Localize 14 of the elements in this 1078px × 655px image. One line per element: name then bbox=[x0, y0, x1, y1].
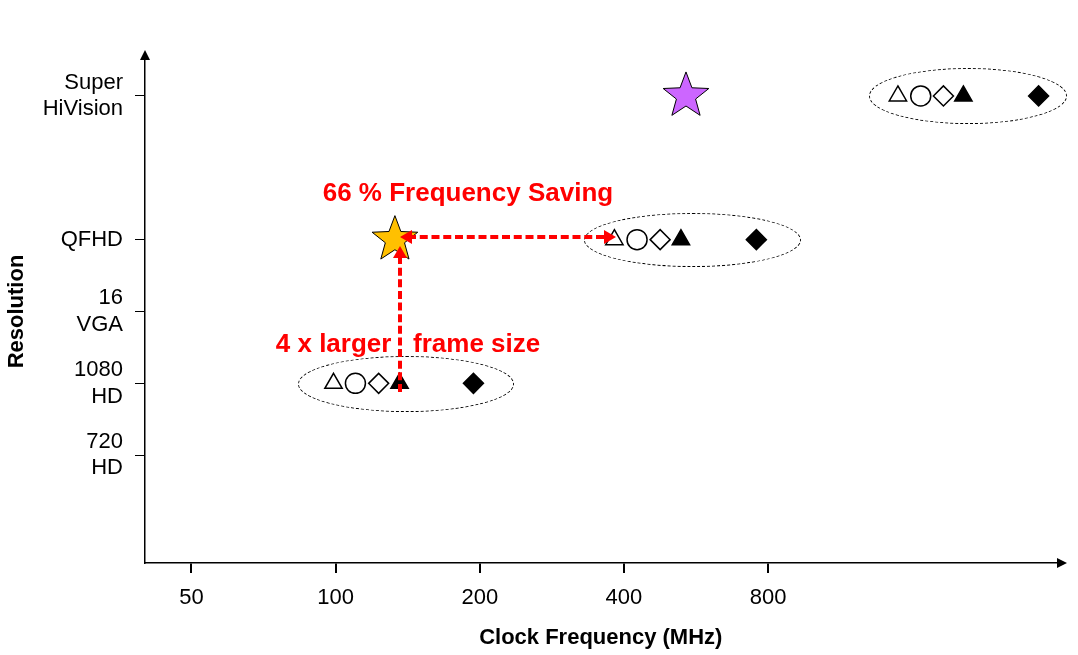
y-tick-label: 720 HD bbox=[86, 428, 123, 480]
x-tick-label: 50 bbox=[179, 584, 204, 610]
annotation: 66 % Frequency Saving bbox=[322, 176, 614, 207]
x-tick-label: 800 bbox=[749, 584, 787, 610]
y-tick-label: Super HiVision bbox=[42, 68, 123, 121]
x-tick-label: 400 bbox=[605, 584, 643, 610]
y-tick-label: QFHD bbox=[60, 225, 123, 251]
y-axis-title: Resolution bbox=[3, 254, 29, 369]
y-tick-label: 16 VGA bbox=[76, 284, 124, 336]
x-axis-title: Clock Frequency (MHz) bbox=[479, 623, 723, 649]
x-tick-label: 200 bbox=[461, 584, 499, 610]
x-tick-label: 100 bbox=[317, 584, 354, 610]
annotation: 4 x larger frame size bbox=[275, 328, 541, 359]
y-tick-label: 1080 HD bbox=[74, 356, 123, 408]
